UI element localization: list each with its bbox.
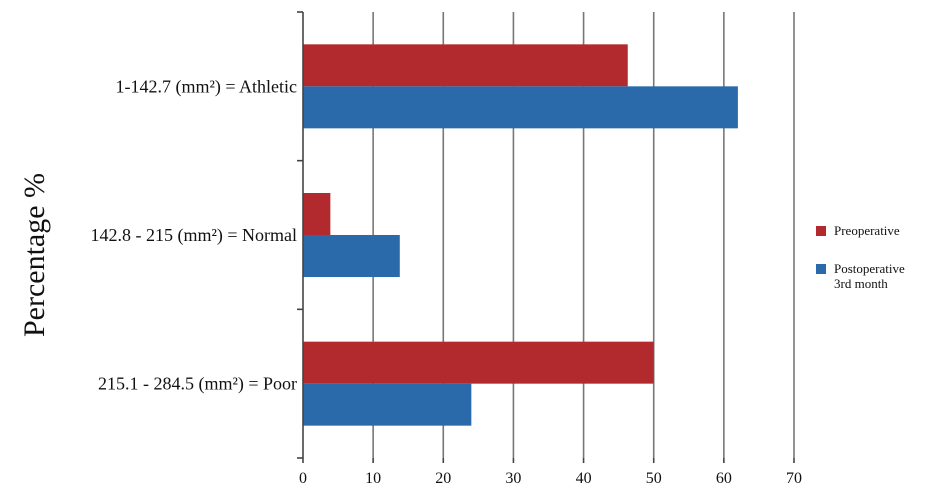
bar-preoperative-2 [303, 341, 654, 384]
bar-postoperative-1 [303, 235, 400, 277]
x-tick-label: 20 [435, 470, 451, 487]
bar-preoperative-0 [303, 44, 628, 87]
category-label: 215.1 - 284.5 (mm²) = Poor [98, 374, 297, 395]
bar-postoperative-0 [303, 86, 738, 129]
labels: 0 10 20 30 40 50 60 70 1-142.7 (mm²) = Athletic 1… [90, 76, 802, 487]
legend-swatch [816, 226, 826, 236]
x-tick-label: 0 [299, 470, 307, 487]
y-axis-label: Percentage % [18, 173, 51, 337]
x-tick-label: 10 [365, 470, 381, 487]
x-tick-label: 70 [786, 470, 802, 487]
bars [303, 44, 738, 426]
legend: Preoperative Postoperative 3rd month [816, 223, 905, 291]
legend-swatch [816, 264, 826, 274]
category-label: 1-142.7 (mm²) = Athletic [115, 76, 297, 97]
x-tick-label: 40 [576, 470, 592, 487]
bar-preoperative-1 [303, 193, 331, 235]
x-tick-label: 50 [646, 470, 662, 487]
bar-postoperative-2 [303, 383, 472, 426]
axes [297, 11, 795, 463]
legend-label: Postoperative 3rd month [834, 261, 905, 291]
x-tick-label: 30 [505, 470, 521, 487]
category-label: 142.8 - 215 (mm²) = Normal [90, 225, 297, 246]
x-tick-label: 60 [716, 470, 732, 487]
legend-label: Preoperative [834, 223, 900, 238]
